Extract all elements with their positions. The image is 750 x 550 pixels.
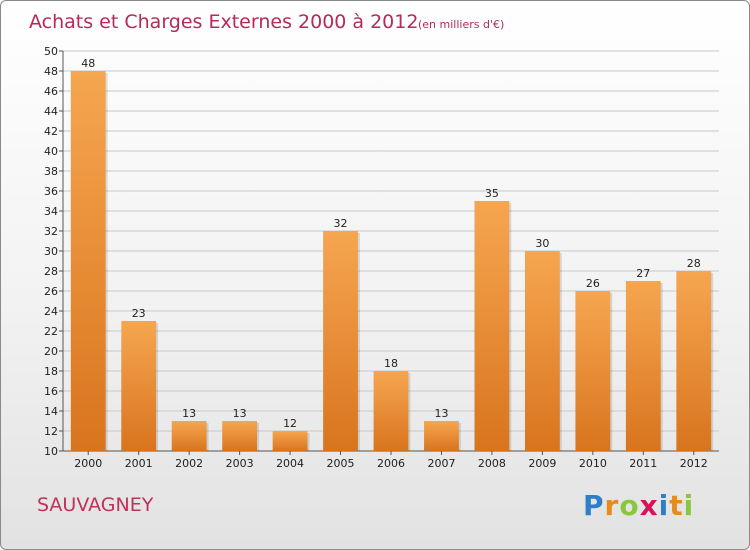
bars — [70, 71, 714, 451]
bar-2003 — [222, 421, 258, 451]
x-tick-label: 2008 — [478, 457, 506, 470]
y-tick-label: 44 — [44, 105, 58, 118]
x-tick-label: 2010 — [579, 457, 607, 470]
x-tick-label: 2004 — [276, 457, 304, 470]
bar-2006 — [373, 371, 409, 451]
y-tick-label: 28 — [44, 265, 58, 278]
y-tick-label: 16 — [44, 385, 58, 398]
y-tick-label: 14 — [44, 405, 58, 418]
data-label: 13 — [182, 407, 196, 420]
data-label: 48 — [81, 57, 95, 70]
logo-letter: x — [639, 489, 659, 522]
y-tick-label: 32 — [44, 225, 58, 238]
y-tick-label: 36 — [44, 185, 58, 198]
proxiti-logo[interactable]: Proxiti — [583, 489, 694, 522]
data-label: 13 — [434, 407, 448, 420]
y-tick-label: 12 — [44, 425, 58, 438]
y-tick-label: 22 — [44, 325, 58, 338]
bar-2000 — [70, 71, 106, 451]
bar-2004 — [272, 431, 308, 451]
bar-2001 — [121, 321, 157, 451]
y-tick-label: 50 — [44, 45, 58, 58]
chart-title: Achats et Charges Externes 2000 à 2012 — [29, 11, 418, 33]
logo-letter: i — [683, 489, 695, 522]
data-labels: 48 23 13 13 12 32 18 13 35 30 26 27 28 — [81, 57, 701, 430]
y-tick-label: 42 — [44, 125, 58, 138]
place-name: SAUVAGNEY — [37, 494, 154, 516]
x-tick-label: 2006 — [377, 457, 405, 470]
data-label: 23 — [132, 307, 146, 320]
data-label: 32 — [334, 217, 348, 230]
bar-2005 — [323, 231, 358, 451]
chart-subtitle: (en milliers d'€) — [418, 18, 504, 31]
y-tick-label: 30 — [44, 245, 58, 258]
bar-2007 — [424, 421, 459, 451]
x-tick-label: 2000 — [74, 457, 102, 470]
y-tick-label: 46 — [44, 85, 58, 98]
x-tick-label: 2002 — [175, 457, 203, 470]
bar-2002 — [171, 421, 207, 451]
y-tick-label: 34 — [44, 205, 58, 218]
y-tick-label: 10 — [44, 445, 58, 458]
logo-letter: o — [619, 489, 640, 522]
bar-2011 — [625, 281, 661, 451]
bar-2012 — [676, 271, 712, 451]
data-label: 26 — [586, 277, 600, 290]
data-label: 27 — [636, 267, 650, 280]
data-label: 28 — [687, 257, 701, 270]
gridlines — [63, 50, 719, 452]
y-tick-label: 40 — [44, 145, 58, 158]
x-tick-label: 2001 — [125, 457, 153, 470]
data-label: 18 — [384, 357, 398, 370]
y-tick-label: 26 — [44, 285, 58, 298]
x-tick-label: 2005 — [327, 457, 355, 470]
logo-letter: P — [583, 489, 605, 522]
logo-letter: r — [604, 489, 620, 522]
y-tick-label: 24 — [44, 305, 58, 318]
data-label: 13 — [233, 407, 247, 420]
x-tick-label: 2011 — [629, 457, 657, 470]
y-tick-label: 20 — [44, 345, 58, 358]
logo-letter: t — [669, 489, 684, 522]
bar-2009 — [524, 251, 560, 451]
data-label: 30 — [535, 237, 549, 250]
x-tick-label: 2003 — [226, 457, 254, 470]
x-tick-label: 2007 — [427, 457, 455, 470]
y-tick-label: 48 — [44, 65, 58, 78]
logo-letter: i — [658, 489, 670, 522]
y-tick-label: 18 — [44, 365, 58, 378]
axes: 10 12 14 16 18 20 22 24 26 28 30 32 34 36 38 40 42 44 46 48… — [44, 45, 719, 470]
bar-2008 — [474, 201, 510, 451]
data-label: 12 — [283, 417, 297, 430]
y-tick-label: 38 — [44, 165, 58, 178]
x-tick-label: 2009 — [528, 457, 556, 470]
bar-2010 — [575, 291, 611, 451]
data-label: 35 — [485, 187, 499, 200]
x-tick-label: 2012 — [680, 457, 708, 470]
